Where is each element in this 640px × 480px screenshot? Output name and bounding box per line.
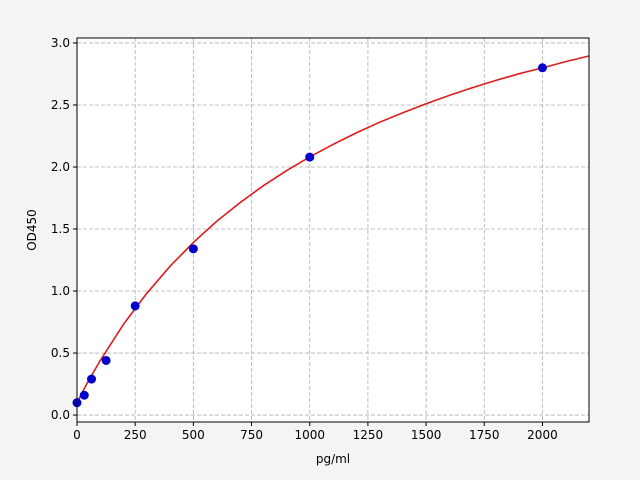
data-point (79, 390, 89, 400)
plot-area (77, 38, 589, 422)
x-axis-ticks: 0 250 500 750 1000 1250 1500 1750 2000 (73, 422, 558, 442)
x-tick-label: 1000 (294, 428, 325, 442)
y-axis-label: OD450 (25, 209, 39, 251)
y-tick-label: 1.0 (51, 284, 70, 298)
data-point (101, 355, 111, 365)
x-tick-label: 1750 (469, 428, 500, 442)
x-tick-label: 1250 (353, 428, 384, 442)
y-tick-label: 2.0 (51, 160, 70, 174)
y-tick-label: 2.5 (51, 98, 70, 112)
x-tick-label: 750 (240, 428, 263, 442)
data-point (305, 152, 315, 162)
data-point (188, 244, 198, 254)
y-tick-label: 3.0 (51, 36, 70, 50)
plot-frame (76, 37, 590, 423)
y-tick-label: 0.5 (51, 346, 70, 360)
x-tick-label: 500 (182, 428, 205, 442)
data-point (130, 301, 140, 311)
x-axis-label: pg/ml (316, 452, 350, 466)
y-tick-label: 0.0 (51, 408, 70, 422)
points-group (72, 63, 547, 408)
y-axis-ticks: 0.0 0.5 1.0 1.5 2.0 2.5 3.0 (51, 36, 77, 422)
data-point (87, 374, 97, 384)
x-tick-label: 1500 (411, 428, 442, 442)
data-point (537, 63, 547, 73)
grid (76, 38, 589, 422)
x-tick-label: 250 (124, 428, 147, 442)
x-tick-label: 0 (73, 428, 81, 442)
y-tick-label: 1.5 (51, 222, 70, 236)
x-tick-label: 2000 (527, 428, 558, 442)
